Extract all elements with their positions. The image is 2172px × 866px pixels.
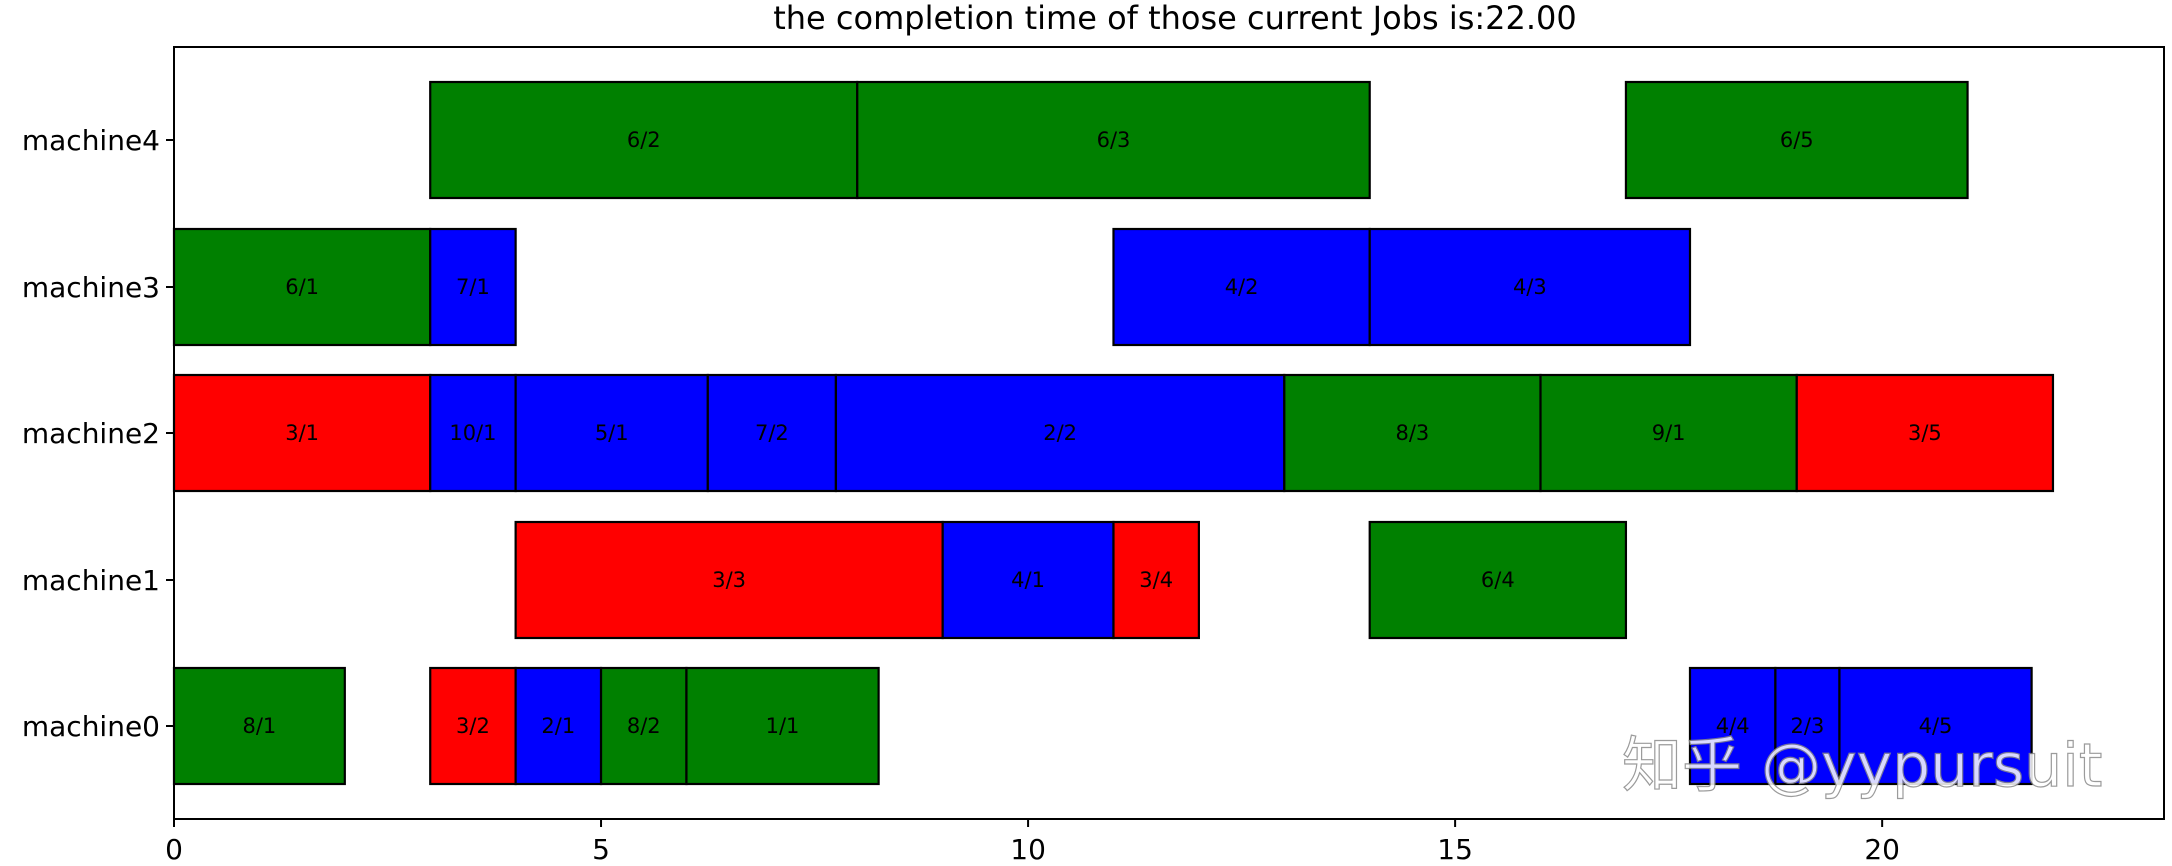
task-bar-machine4-6-2 [429, 80, 859, 200]
task-label: 3/4 [1139, 568, 1173, 592]
task-label: 6/4 [1481, 568, 1515, 592]
task-bar-machine2-10-1 [429, 373, 517, 493]
task-bar-machine0-2-1 [514, 666, 603, 786]
task-bar-machine1-4-1 [941, 520, 1115, 640]
task-label: 6/3 [1097, 128, 1131, 152]
task-label: 6/5 [1780, 128, 1814, 152]
task-bar-machine1-6-4 [1368, 520, 1628, 640]
y-tick-label-machine4: machine4 [22, 124, 160, 157]
watermark: 知乎 @yypursuit [1622, 731, 2102, 801]
task-label: 6/2 [627, 128, 661, 152]
task-label: 1/1 [766, 714, 800, 738]
task-label: 4/4 [1716, 714, 1750, 738]
task-label: 10/1 [449, 421, 496, 445]
task-bar-machine0-4-4 [1688, 666, 1777, 786]
task-label: 4/3 [1513, 275, 1547, 299]
task-label: 8/3 [1396, 421, 1430, 445]
task-label: 4/2 [1225, 275, 1259, 299]
x-tick-label-20: 20 [1864, 833, 1900, 866]
task-label: 8/1 [243, 714, 277, 738]
y-tick-label-machine3: machine3 [22, 271, 160, 304]
task-bar-machine2-3-5 [1795, 373, 2055, 493]
task-bar-machine2-2-2 [834, 373, 1286, 493]
task-bar-machine2-9-1 [1539, 373, 1798, 493]
task-bar-machine1-3-3 [514, 520, 944, 640]
task-label: 5/1 [595, 421, 629, 445]
task-label: 6/1 [285, 275, 319, 299]
task-bar-machine2-8-3 [1283, 373, 1542, 493]
task-label: 9/1 [1652, 421, 1686, 445]
y-tick-label-machine2: machine2 [22, 417, 160, 450]
task-label: 3/1 [285, 421, 319, 445]
task-label: 4/1 [1011, 568, 1045, 592]
task-bar-machine0-8-1 [172, 666, 346, 786]
task-bar-machine0-3-2 [429, 666, 517, 786]
x-tick-label-5: 5 [592, 833, 610, 866]
y-tick-label-machine0: machine0 [22, 710, 160, 743]
task-label: 3/2 [456, 714, 490, 738]
task-bar-machine3-7-1 [429, 227, 517, 347]
task-bar-machine0-2-3 [1774, 666, 1841, 786]
y-axis: machine0 machine1 machine2 machine3 machine4 [22, 124, 174, 743]
task-bar-machine3-6-1 [172, 227, 432, 347]
task-bar-machine1-3-4 [1112, 520, 1200, 640]
task-label: 2/2 [1043, 421, 1077, 445]
task-label: 2/1 [541, 714, 575, 738]
task-label: 3/3 [712, 568, 746, 592]
y-tick-label-machine1: machine1 [22, 564, 160, 597]
task-bar-machine3-4-3 [1368, 227, 1692, 347]
task-bar-machine4-6-3 [856, 80, 1371, 200]
task-bar-machine0-1-1 [685, 666, 880, 786]
task-bar-machine4-6-5 [1624, 80, 1969, 200]
chart-title: the completion time of those current Job… [773, 0, 1577, 37]
task-label: 8/2 [627, 714, 661, 738]
x-tick-label-15: 15 [1437, 833, 1473, 866]
task-label: 7/1 [456, 275, 490, 299]
task-label: 4/5 [1919, 714, 1953, 738]
task-bar-machine0-4-5 [1838, 666, 2033, 786]
x-tick-label-0: 0 [165, 833, 183, 866]
x-axis: 0 5 10 15 20 [165, 819, 1900, 866]
task-bar-machine0-8-2 [599, 666, 688, 786]
task-label: 2/3 [1791, 714, 1825, 738]
task-label: 3/5 [1908, 421, 1942, 445]
bars-layer: 6/2 6/3 6/5 6/1 7/1 4/2 4/3 3/1 10/1 5/1 7/2 2/2 8/3… [172, 80, 2055, 786]
task-bar-machine3-4-2 [1112, 227, 1371, 347]
x-tick-label-10: 10 [1010, 833, 1046, 866]
task-label: 7/2 [755, 421, 789, 445]
task-bar-machine2-5-1 [514, 373, 709, 493]
